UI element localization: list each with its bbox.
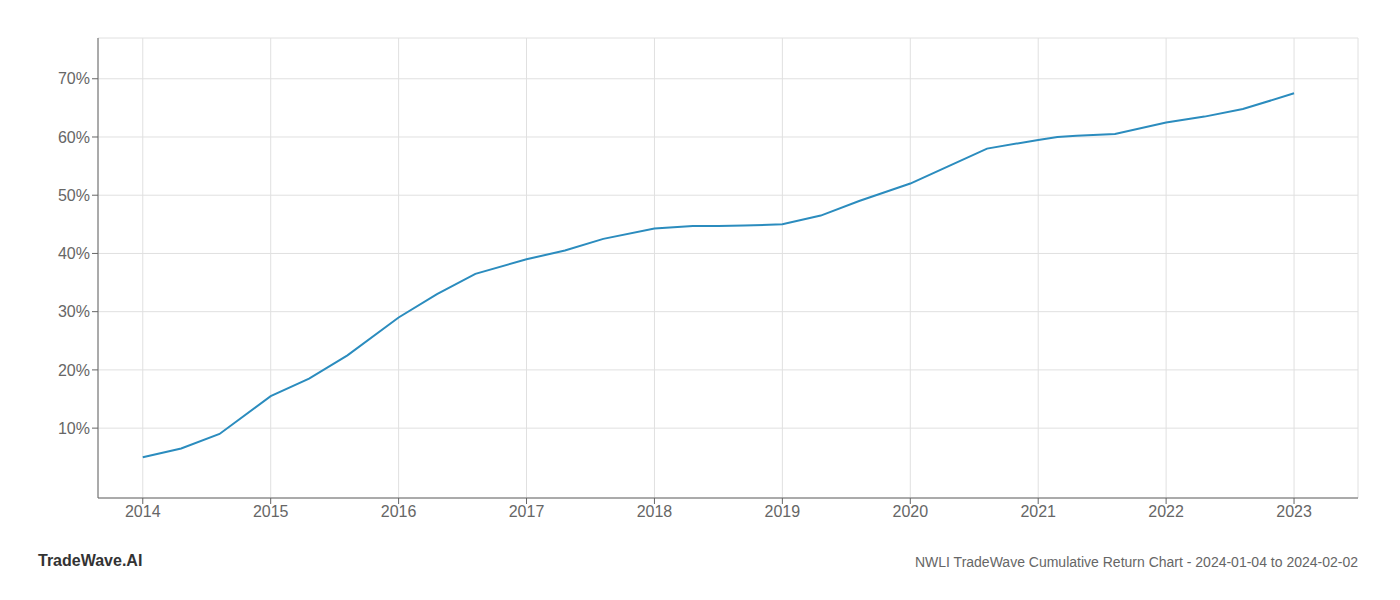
svg-text:2021: 2021 <box>1020 503 1056 520</box>
svg-text:2023: 2023 <box>1276 503 1312 520</box>
svg-text:2020: 2020 <box>892 503 928 520</box>
svg-text:40%: 40% <box>58 245 90 262</box>
html-text:TradeWave.AI: TradeWave.AI <box>38 552 143 569</box>
svg-text:2018: 2018 <box>637 503 673 520</box>
svg-text:2019: 2019 <box>765 503 801 520</box>
svg-text:30%: 30% <box>58 303 90 320</box>
svg-text:2016: 2016 <box>381 503 417 520</box>
svg-text:2014: 2014 <box>125 503 161 520</box>
svg-text:10%: 10% <box>58 420 90 437</box>
html-text:NWLI TradeWave Cumulative Retu: NWLI TradeWave Cumulative Return Chart -… <box>915 554 1358 570</box>
svg-text:2017: 2017 <box>509 503 545 520</box>
svg-text:2022: 2022 <box>1148 503 1184 520</box>
svg-text:50%: 50% <box>58 187 90 204</box>
svg-text:20%: 20% <box>58 362 90 379</box>
svg-text:60%: 60% <box>58 129 90 146</box>
svg-text:2015: 2015 <box>253 503 289 520</box>
svg-text:70%: 70% <box>58 70 90 87</box>
